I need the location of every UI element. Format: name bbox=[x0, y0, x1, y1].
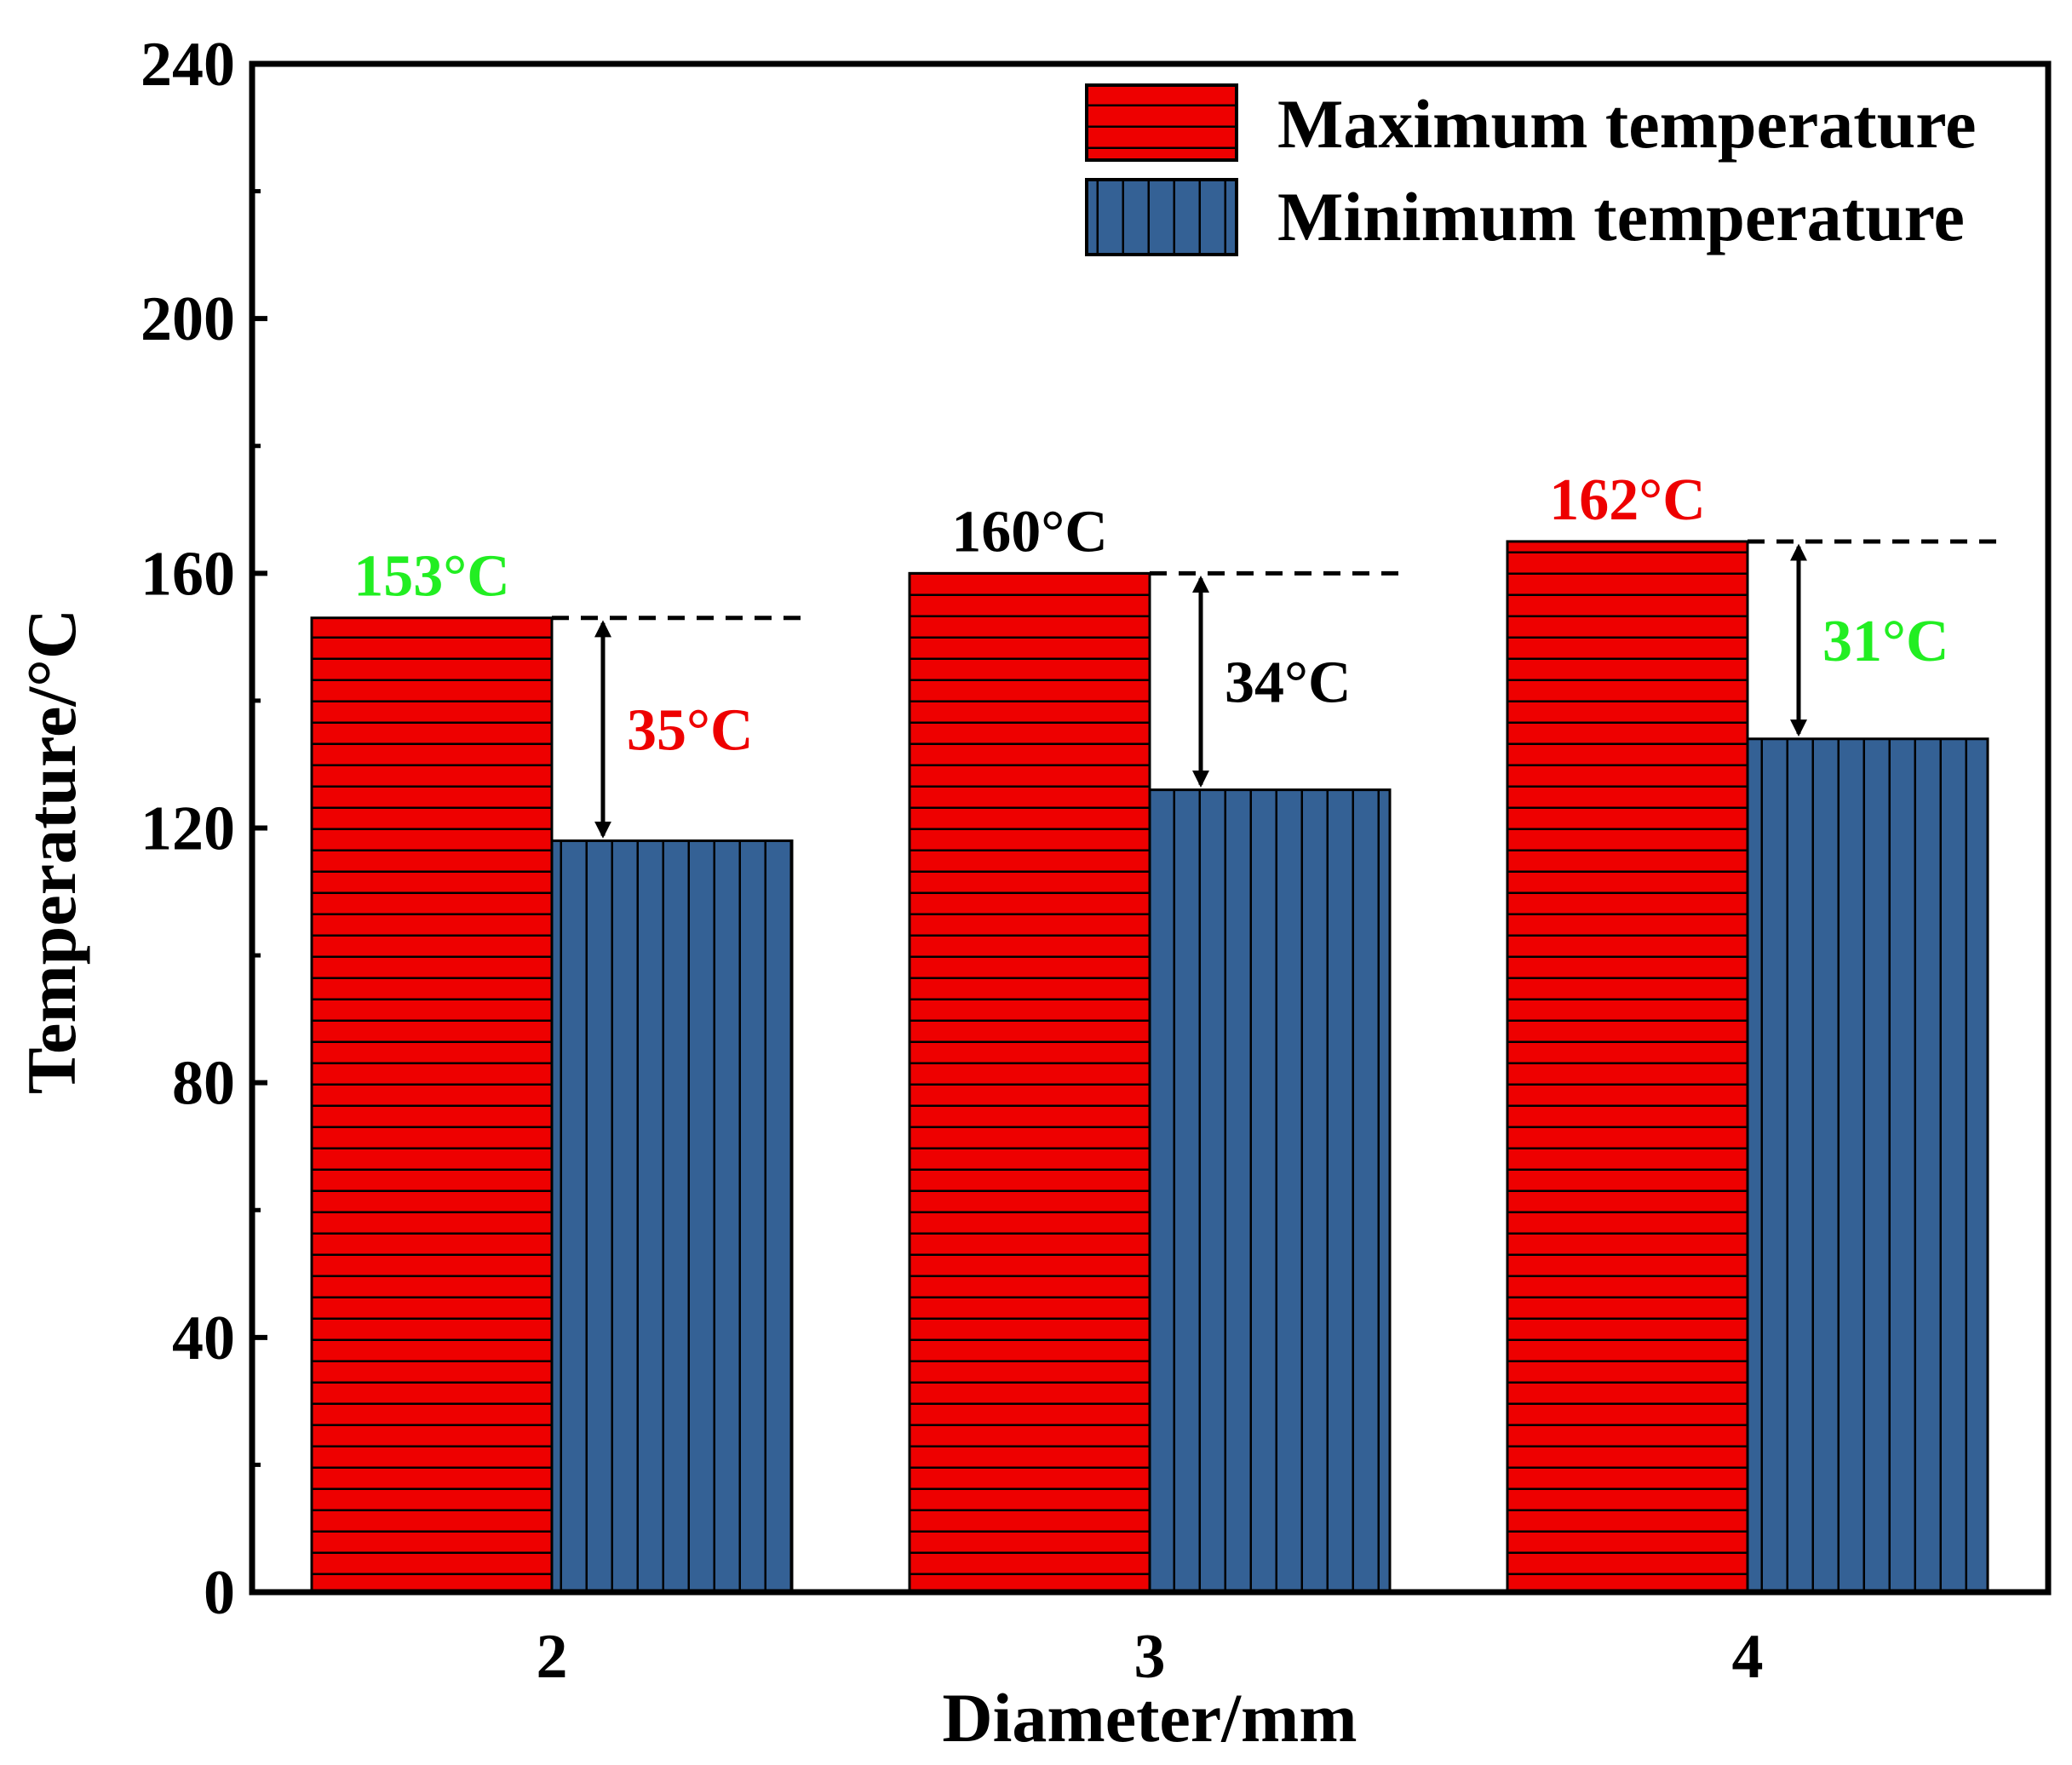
bar-maximum-temperature bbox=[908, 571, 1151, 1594]
legend-swatch-minimum bbox=[1085, 178, 1238, 256]
x-tick-label: 3 bbox=[1134, 1622, 1166, 1692]
bar-maximum-temperature bbox=[1506, 540, 1749, 1594]
bar-minimum-temperature bbox=[1746, 737, 1989, 1594]
legend: Maximum temperature Minimum temperature bbox=[1085, 83, 1977, 256]
x-tick-label: 2 bbox=[537, 1622, 568, 1692]
legend-label-maximum: Maximum temperature bbox=[1277, 85, 1977, 163]
y-tick-label: 160 bbox=[141, 539, 235, 609]
x-axis-title: Diameter/mm bbox=[942, 1679, 1357, 1756]
difference-label: 31°C bbox=[1822, 609, 1949, 674]
plot-frame bbox=[249, 60, 2052, 1596]
max-temperature-label: 153°C bbox=[353, 544, 510, 610]
y-tick-label: 0 bbox=[204, 1558, 235, 1628]
y-tick-label: 40 bbox=[172, 1304, 235, 1373]
y-axis-title: Temperature/°C bbox=[13, 609, 90, 1094]
y-tick-label: 120 bbox=[141, 794, 235, 864]
bar-maximum-temperature bbox=[310, 616, 554, 1594]
bar-minimum-temperature bbox=[1148, 788, 1392, 1594]
x-tick-label: 4 bbox=[1732, 1622, 1764, 1692]
legend-label-minimum: Minimum temperature bbox=[1277, 178, 1965, 255]
difference-label: 35°C bbox=[627, 698, 754, 764]
y-tick-label: 200 bbox=[141, 284, 235, 354]
max-temperature-label: 162°C bbox=[1549, 467, 1706, 533]
max-temperature-label: 160°C bbox=[951, 499, 1108, 564]
difference-label: 34°C bbox=[1225, 650, 1352, 715]
y-tick-label: 80 bbox=[172, 1049, 235, 1119]
y-tick-label: 240 bbox=[141, 30, 235, 100]
legend-swatch-maximum bbox=[1085, 83, 1238, 162]
bar-minimum-temperature bbox=[550, 839, 794, 1594]
plot-area: 0 40 80 120 160 200 240 2 153°C 35°C 3 160°C 34°C 4 16… bbox=[141, 30, 2052, 1692]
